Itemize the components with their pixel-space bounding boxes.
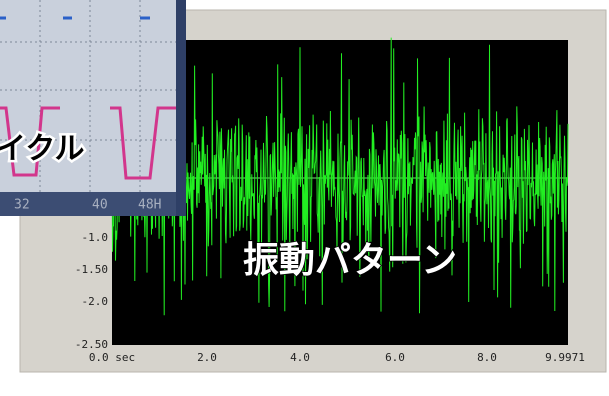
- x-tick-label: 4.0: [290, 351, 310, 364]
- x-tick-label: 2.0: [197, 351, 217, 364]
- y-tick-label: -1.0: [82, 231, 109, 244]
- wave-caption: 振動パターン: [243, 240, 457, 281]
- scope-label: 40: [92, 198, 108, 213]
- x-tick-label: 9.9971: [545, 351, 585, 364]
- y-tick-label: -2.0: [82, 295, 109, 308]
- scope-label: 32: [14, 198, 30, 213]
- scope-inset: 32 40 48H イクル: [0, 0, 186, 216]
- y-tick-label: -1.50: [75, 263, 108, 276]
- screenshot: -1.0 -1.50 -2.0 -2.50 0.0 sec 2.0 4.0 6.0 8.0 9.…: [0, 0, 609, 396]
- x-tick-label: 6.0: [385, 351, 405, 364]
- scope-caption: イクル: [0, 132, 85, 167]
- x-tick-label: 8.0: [477, 351, 497, 364]
- x-tick-label: 0.0 sec: [89, 351, 135, 364]
- y-tick-label: -2.50: [75, 338, 108, 351]
- scope-label: 48H: [138, 198, 161, 213]
